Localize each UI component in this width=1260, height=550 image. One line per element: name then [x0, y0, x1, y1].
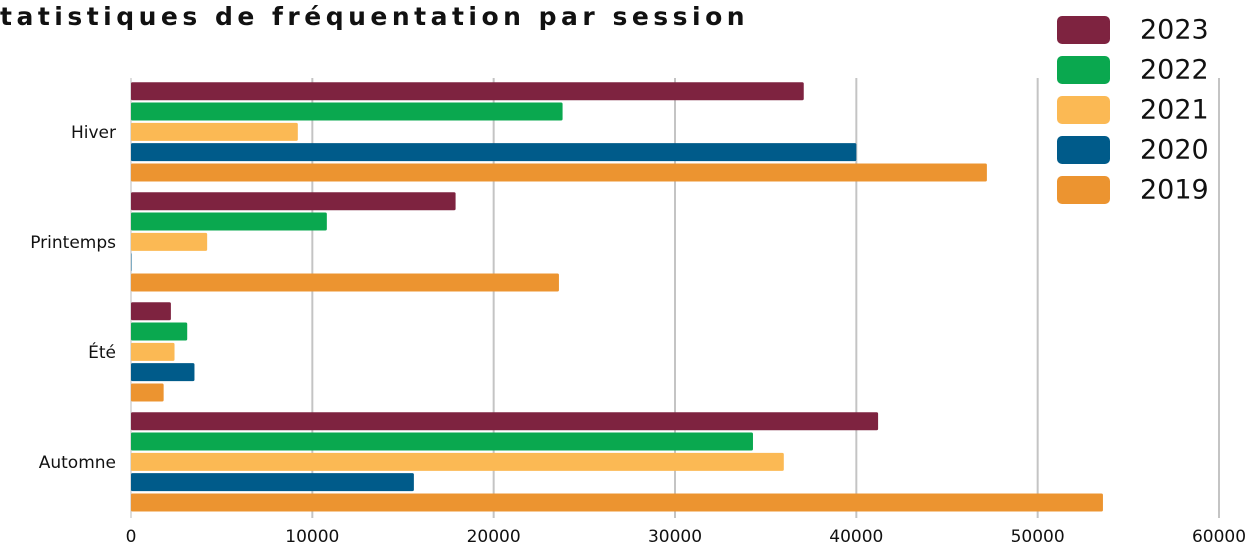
y-tick-label: Hiver: [71, 123, 116, 143]
bar: [131, 432, 753, 451]
legend-swatch: [1057, 96, 1110, 124]
chart-title: tatistiques de fréquentation par session: [0, 2, 749, 31]
x-tick-label: 60000: [1192, 527, 1246, 547]
bar: [131, 383, 164, 402]
bar: [131, 82, 804, 101]
legend-swatch: [1057, 176, 1110, 204]
y-tick-label: Printemps: [30, 233, 116, 253]
bar: [131, 302, 171, 321]
y-tick-label: Automne: [39, 453, 116, 473]
bar: [131, 102, 563, 121]
bar: [131, 232, 208, 251]
x-tick-label: 30000: [648, 527, 702, 547]
x-tick-label: 50000: [1011, 527, 1065, 547]
legend-label: 2022: [1140, 55, 1209, 86]
x-tick-label: 40000: [829, 527, 883, 547]
bar: [131, 363, 195, 382]
x-tick-label: 0: [126, 527, 137, 547]
bar: [131, 122, 298, 141]
bar: [131, 342, 175, 361]
legend-label: 2023: [1140, 15, 1209, 46]
bar: [131, 452, 784, 471]
bar: [131, 412, 879, 431]
x-tick-label: 10000: [285, 527, 339, 547]
legend-label: 2020: [1140, 135, 1209, 166]
bar: [131, 493, 1103, 512]
legend-label: 2019: [1140, 175, 1209, 206]
bar: [131, 192, 456, 211]
legend-label: 2021: [1140, 95, 1209, 126]
legend-swatch: [1057, 136, 1110, 164]
bar: [131, 212, 327, 231]
bar: [131, 163, 987, 182]
legend-swatch: [1057, 56, 1110, 84]
bar: [131, 253, 132, 272]
bar: [131, 273, 559, 292]
legend-swatch: [1057, 16, 1110, 44]
bar: [131, 473, 414, 492]
bar: [131, 143, 857, 162]
x-tick-label: 20000: [467, 527, 521, 547]
bar: [131, 322, 188, 341]
y-tick-label: Été: [88, 341, 116, 363]
